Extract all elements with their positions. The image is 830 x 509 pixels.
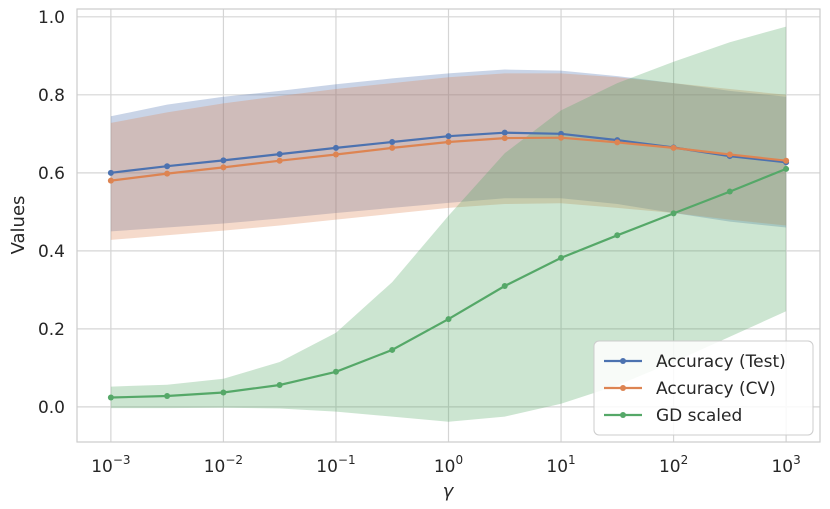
point-series-0 xyxy=(501,129,508,136)
legend-label: Accuracy (Test) xyxy=(656,352,786,372)
point-series-1 xyxy=(614,139,621,146)
point-series-0 xyxy=(164,163,171,170)
legend: Accuracy (Test) Accuracy (CV) GD scaled xyxy=(593,340,814,436)
point-series-1 xyxy=(220,164,227,171)
legend-marker xyxy=(620,385,626,391)
point-series-2 xyxy=(107,394,114,401)
grid xyxy=(77,9,820,442)
point-series-2 xyxy=(614,232,621,239)
point-series-1 xyxy=(164,170,171,177)
tick-labels: 10−3 10−2 10−1 100 101 102 103 0.0 0.2 0.4 0.6 0.8 1… xyxy=(38,8,801,477)
point-series-0 xyxy=(332,144,339,151)
y-tick-label: 0.0 xyxy=(38,398,65,418)
point-series-1 xyxy=(501,135,508,142)
point-series-0 xyxy=(445,133,452,140)
legend-label: Accuracy (CV) xyxy=(656,379,776,399)
band-series-2 xyxy=(110,26,787,422)
x-tick-label: 10−2 xyxy=(204,453,243,477)
y-tick-label: 0.2 xyxy=(38,320,65,340)
point-series-0 xyxy=(107,169,114,176)
x-tick-label: 10−3 xyxy=(91,453,130,477)
point-series-1 xyxy=(276,157,283,164)
x-tick-label: 100 xyxy=(434,453,463,477)
y-tick-label: 1.0 xyxy=(38,8,65,28)
point-series-2 xyxy=(164,392,171,399)
confidence-bands xyxy=(110,26,787,422)
point-series-2 xyxy=(558,254,565,261)
legend-box xyxy=(593,340,814,436)
x-axis-label: γ xyxy=(443,481,455,502)
point-series-2 xyxy=(445,316,452,323)
series-lines xyxy=(107,129,790,401)
x-tick-label: 101 xyxy=(546,453,575,477)
point-series-1 xyxy=(783,157,790,164)
point-series-2 xyxy=(220,389,227,396)
legend-marker xyxy=(620,358,626,364)
y-tick-label: 0.4 xyxy=(38,242,65,262)
point-series-1 xyxy=(389,144,396,151)
point-series-2 xyxy=(332,368,339,375)
plot-frame xyxy=(76,8,821,443)
point-series-2 xyxy=(670,210,677,217)
point-series-1 xyxy=(332,151,339,158)
x-tick-label: 103 xyxy=(771,453,800,477)
x-tick-label: 102 xyxy=(659,453,688,477)
point-series-2 xyxy=(276,382,283,389)
point-series-2 xyxy=(501,282,508,289)
point-series-2 xyxy=(726,188,733,195)
legend-label: GD scaled xyxy=(656,406,742,426)
y-tick-label: 0.6 xyxy=(38,164,65,184)
point-series-1 xyxy=(670,144,677,151)
y-axis-label: Values xyxy=(8,196,29,255)
legend-marker xyxy=(620,412,626,418)
point-series-0 xyxy=(389,139,396,146)
point-series-0 xyxy=(276,151,283,158)
x-tick-label: 10−1 xyxy=(316,453,355,477)
point-series-1 xyxy=(445,139,452,146)
y-tick-label: 0.8 xyxy=(38,86,65,106)
point-series-2 xyxy=(389,346,396,353)
point-series-1 xyxy=(726,151,733,158)
point-series-2 xyxy=(783,165,790,172)
point-series-1 xyxy=(107,177,114,184)
band-series-1 xyxy=(110,73,787,240)
point-series-1 xyxy=(558,134,565,141)
band-series-0 xyxy=(110,69,787,232)
point-series-0 xyxy=(220,157,227,164)
